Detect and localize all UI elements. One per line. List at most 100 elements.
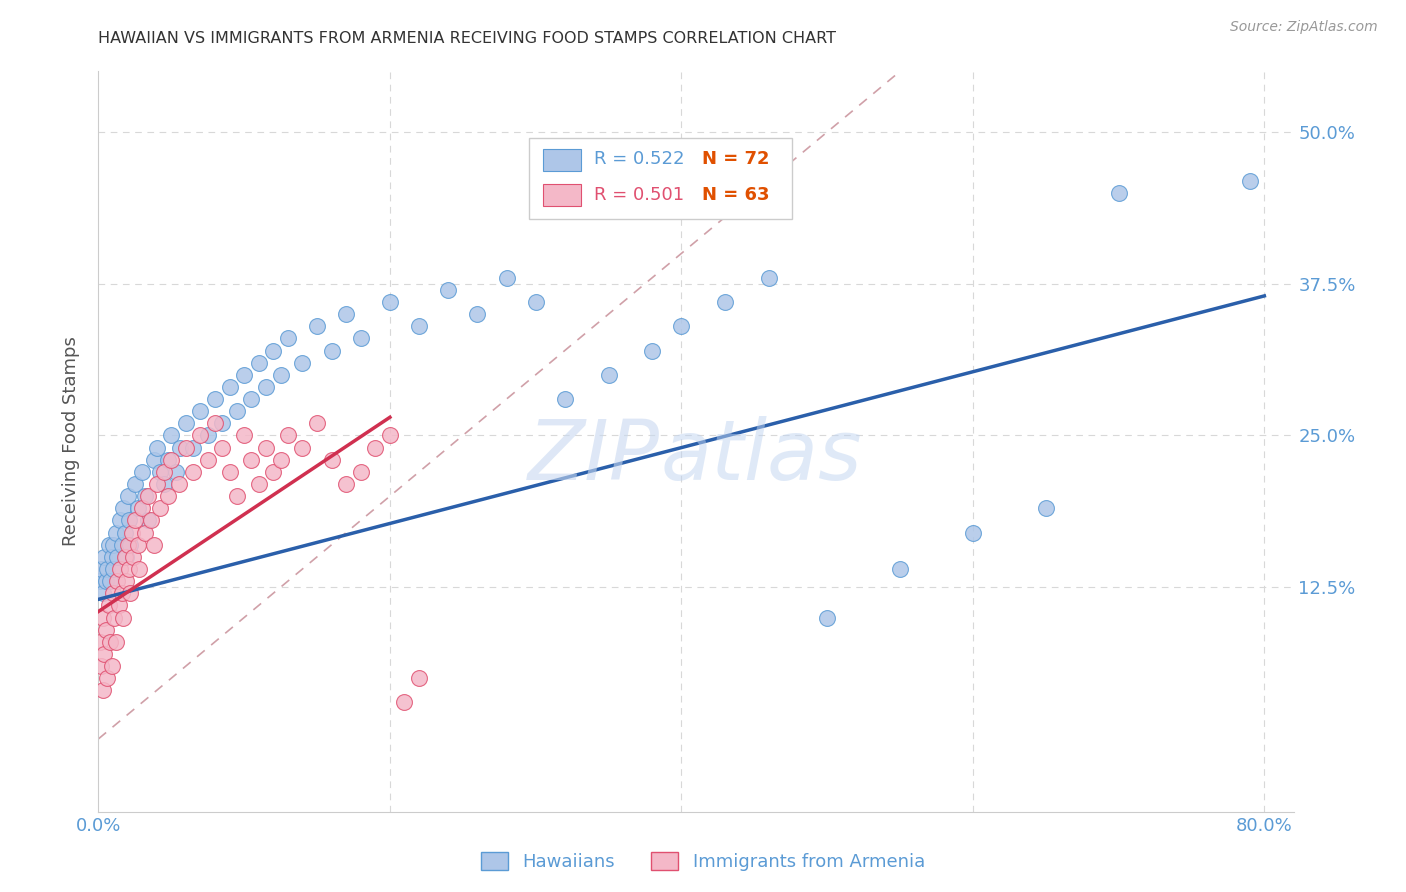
Point <box>134 525 156 540</box>
Point <box>190 404 212 418</box>
Point <box>94 574 117 588</box>
Point <box>467 307 489 321</box>
Bar <box>543 149 581 171</box>
Point <box>114 549 136 564</box>
Point <box>136 489 159 503</box>
Bar <box>543 184 581 206</box>
Point <box>204 417 226 431</box>
Point <box>149 501 172 516</box>
Point <box>97 538 120 552</box>
Point <box>305 417 328 431</box>
Point <box>97 599 120 613</box>
Point <box>378 295 401 310</box>
Point <box>124 513 146 527</box>
Point <box>101 538 124 552</box>
Point <box>153 477 176 491</box>
Point <box>117 538 139 552</box>
Bar <box>529 138 792 219</box>
Point <box>93 647 115 661</box>
Point <box>96 562 118 576</box>
Point <box>134 489 156 503</box>
Point <box>112 610 135 624</box>
Point <box>118 513 141 527</box>
Point <box>1035 501 1057 516</box>
Point <box>197 452 219 467</box>
Point <box>94 623 117 637</box>
Text: R = 0.522: R = 0.522 <box>595 150 685 168</box>
Point <box>554 392 576 406</box>
Point <box>89 635 111 649</box>
Point <box>350 331 373 345</box>
Point <box>89 574 111 588</box>
Point <box>136 513 159 527</box>
Point <box>254 441 277 455</box>
Point <box>160 452 183 467</box>
Point <box>889 562 911 576</box>
Point <box>105 574 128 588</box>
Point <box>321 343 343 358</box>
Point <box>110 562 132 576</box>
Point <box>169 441 191 455</box>
Point <box>233 428 256 442</box>
Point <box>495 270 517 285</box>
Point <box>104 525 127 540</box>
Point <box>181 441 204 455</box>
Point <box>962 525 984 540</box>
Point <box>104 635 127 649</box>
Point <box>120 586 142 600</box>
Point <box>437 283 460 297</box>
Point <box>105 549 128 564</box>
Point <box>277 331 299 345</box>
Point <box>247 477 270 491</box>
Point <box>93 549 115 564</box>
Point <box>145 477 167 491</box>
Text: atlas: atlas <box>661 416 862 497</box>
Point <box>1239 173 1261 187</box>
Point <box>211 417 233 431</box>
Point <box>524 295 547 310</box>
Point <box>240 392 263 406</box>
Point <box>153 465 176 479</box>
Point <box>211 441 233 455</box>
Text: N = 63: N = 63 <box>702 186 769 204</box>
Point <box>291 356 314 370</box>
Point <box>321 452 343 467</box>
Point <box>262 343 284 358</box>
Point <box>128 562 150 576</box>
Point <box>305 319 328 334</box>
Point <box>167 477 190 491</box>
Point <box>181 465 204 479</box>
Point <box>714 295 737 310</box>
Point <box>190 428 212 442</box>
Point <box>815 610 838 624</box>
Point <box>110 513 132 527</box>
Point <box>115 574 138 588</box>
Point <box>118 562 141 576</box>
Point <box>149 465 172 479</box>
Point <box>124 477 146 491</box>
Point <box>233 368 256 382</box>
Point <box>157 452 180 467</box>
Point <box>598 368 620 382</box>
Point <box>139 513 162 527</box>
Point <box>394 696 416 710</box>
Point <box>240 452 263 467</box>
Point <box>91 610 114 624</box>
Point <box>218 380 240 394</box>
Legend: Hawaiians, Immigrants from Armenia: Hawaiians, Immigrants from Armenia <box>474 845 932 879</box>
Point <box>112 501 135 516</box>
Text: Source: ZipAtlas.com: Source: ZipAtlas.com <box>1230 20 1378 34</box>
Point <box>127 538 149 552</box>
Text: HAWAIIAN VS IMMIGRANTS FROM ARMENIA RECEIVING FOOD STAMPS CORRELATION CHART: HAWAIIAN VS IMMIGRANTS FROM ARMENIA RECE… <box>98 31 837 46</box>
Point <box>408 319 430 334</box>
Point <box>131 465 153 479</box>
Point <box>218 465 240 479</box>
Point <box>270 452 292 467</box>
Point <box>91 683 114 698</box>
Point <box>157 489 180 503</box>
Point <box>408 671 430 685</box>
Point <box>115 549 138 564</box>
Text: R = 0.501: R = 0.501 <box>595 186 685 204</box>
Point <box>758 270 780 285</box>
Point <box>641 343 664 358</box>
